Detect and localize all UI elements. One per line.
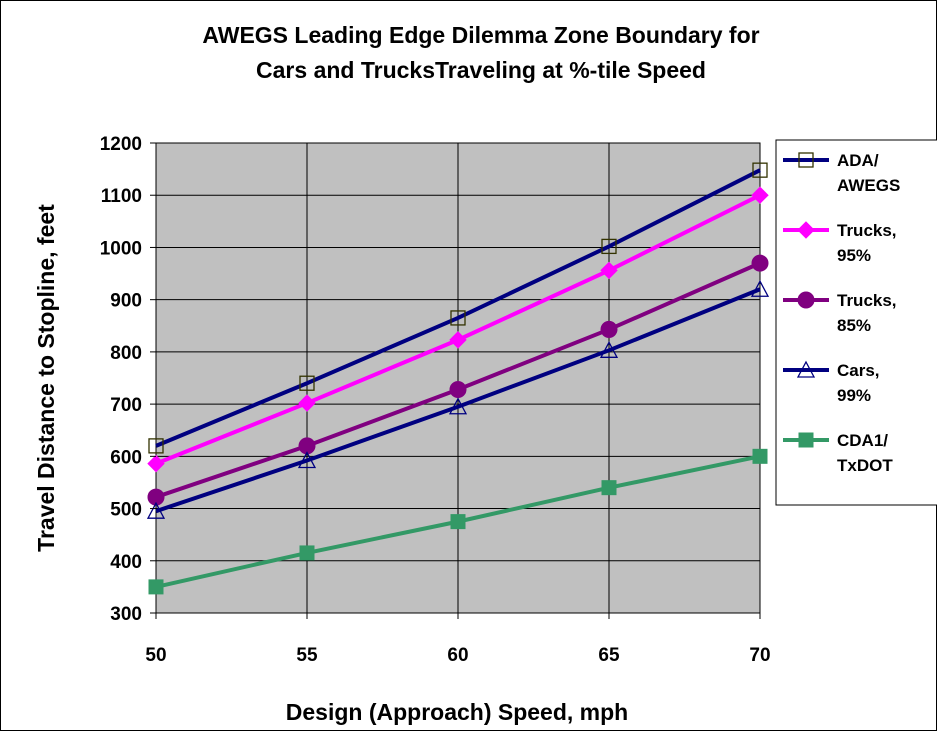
series-1-point xyxy=(148,438,164,454)
x-tick-label: 60 xyxy=(447,645,468,666)
series-1-point xyxy=(450,310,466,326)
legend-label: Cars, xyxy=(837,361,880,380)
y-tick-label: 700 xyxy=(110,395,142,416)
x-tick-label: 65 xyxy=(598,645,620,666)
series-4-point xyxy=(599,340,619,358)
x-tick-label: 70 xyxy=(749,645,770,666)
y-tick-label: 600 xyxy=(110,447,142,468)
series-5-point xyxy=(299,545,315,561)
series-4-point xyxy=(146,501,166,519)
series-1-point xyxy=(299,375,315,391)
ticks-layer: 300 400 500 600 700 800 900 1000 1100 1200 50 55 60 6… xyxy=(100,134,771,666)
grid-layer xyxy=(155,142,761,614)
y-tick-label: 800 xyxy=(110,343,142,364)
series-5-point xyxy=(752,448,768,464)
legend-marker xyxy=(797,291,815,309)
y-tick-label: 1200 xyxy=(100,134,142,155)
legend-label: CDA1/ xyxy=(837,431,888,450)
series-4-point xyxy=(448,397,468,415)
series-5-point xyxy=(148,579,164,595)
legend: ADA/AWEGS Trucks, 95% Trucks, 85% Cars, 99% CDA… xyxy=(783,151,900,475)
series-4-point xyxy=(750,279,770,297)
legend-marker xyxy=(798,152,814,168)
series-line-4 xyxy=(155,287,761,514)
series-2-point xyxy=(600,261,618,280)
legend-label: AWEGS xyxy=(837,176,900,195)
legend-label: Trucks, xyxy=(837,221,897,240)
series-3-point xyxy=(449,380,467,398)
legend-label: 95% xyxy=(837,246,871,265)
series-layer xyxy=(146,162,770,595)
series-3-point xyxy=(600,320,618,338)
y-tick-label: 500 xyxy=(110,500,142,521)
y-tick-label: 1000 xyxy=(100,238,142,259)
y-tick-label: 300 xyxy=(110,604,142,625)
x-tick-label: 55 xyxy=(296,645,318,666)
legend-label: Trucks, xyxy=(837,291,897,310)
y-axis-label: Travel Distance to Stopline, feet xyxy=(33,204,59,552)
legend-marker xyxy=(797,221,815,239)
series-2-point xyxy=(298,394,316,412)
series-3-point xyxy=(147,488,165,506)
series-4-point xyxy=(297,451,317,469)
chart-title-line-1: AWEGS Leading Edge Dilemma Zone Boundary… xyxy=(202,22,759,48)
y-tick-label: 400 xyxy=(110,552,142,573)
series-1-point xyxy=(752,162,768,178)
chart-title-line-2: Cars and TrucksTraveling at %-tile Speed xyxy=(256,57,706,83)
legend-label: ADA/ xyxy=(837,151,879,170)
x-tick-label: 50 xyxy=(145,645,166,666)
series-5-point xyxy=(450,514,466,530)
series-line-1 xyxy=(155,168,761,448)
legend-marker xyxy=(798,432,814,448)
series-1-point xyxy=(601,238,617,255)
legend-label: 85% xyxy=(837,316,871,335)
series-2-point xyxy=(751,186,769,204)
y-tick-label: 1100 xyxy=(101,186,142,207)
legend-marker xyxy=(796,360,816,378)
legend-label: 99% xyxy=(837,386,871,405)
legend-label: TxDOT xyxy=(837,456,893,475)
x-axis-label: Design (Approach) Speed, mph xyxy=(286,699,628,725)
series-2-point xyxy=(449,331,467,349)
series-2-point xyxy=(147,454,165,473)
y-tick-label: 900 xyxy=(110,291,142,312)
series-5-point xyxy=(601,480,617,496)
series-3-point xyxy=(751,254,769,272)
